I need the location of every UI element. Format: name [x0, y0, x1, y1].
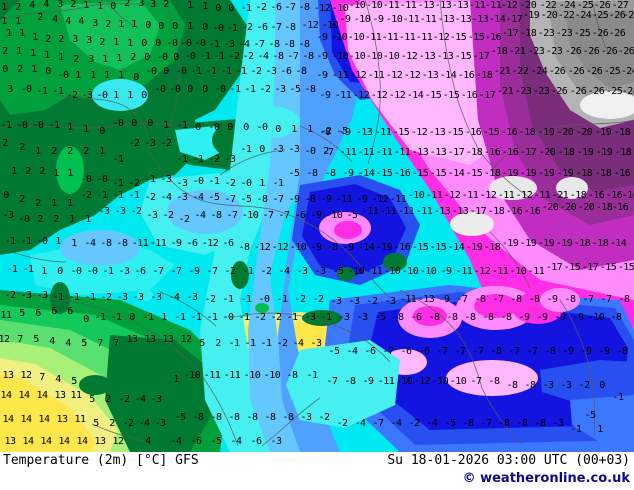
- magenta-spot-se2: [474, 294, 518, 318]
- green-spot-1: [56, 146, 84, 194]
- green-spot-s3: [79, 375, 111, 395]
- lightblue-mid-left: [167, 190, 243, 234]
- cyan-islet-1: [137, 289, 153, 301]
- yellow-core-south: [0, 372, 95, 452]
- blue-band-1: [278, 0, 368, 452]
- magenta-spot-mid: [334, 221, 362, 239]
- pink-band-se-low: [446, 360, 538, 396]
- pink-spot-se4: [540, 288, 580, 312]
- white-core-3: [556, 177, 588, 199]
- valid-time-label: Su 18-01-2026 03:00 UTC (00+03): [387, 453, 630, 468]
- lightblue-left-low: [60, 230, 140, 266]
- cyan-upper-mid: [240, 106, 300, 138]
- temperature-contours: [0, 0, 634, 452]
- chart-title: Temperature (2m) [°C] GFS: [3, 453, 199, 468]
- green-islet-5: [383, 253, 407, 271]
- footer-bar: Temperature (2m) [°C] GFS Su 18-01-2026 …: [0, 452, 634, 490]
- white-core-2: [489, 176, 537, 200]
- green-islet-3: [255, 303, 269, 313]
- gfs-temperature-map[interactable]: 1 2 4 4 3 2 1 1 0 2 3 3 2 1 1 0 0 -1 -2 -6 -7 -8 -12 -10 -10 -10-…: [0, 0, 634, 452]
- temperature-color-field: 1 2 4 4 3 2 1 1 0 2 3 3 2 1 1 0 0 -1 -2 -6 -7 -8 -12 -10 -10 -10-…: [0, 0, 634, 452]
- green-islet-4: [302, 310, 342, 326]
- copyright-link[interactable]: © weatheronline.co.uk: [462, 471, 630, 486]
- white-core-1: [580, 91, 634, 119]
- white-core-4: [450, 212, 494, 236]
- green-islet-2: [231, 261, 249, 289]
- green-islet-1: [50, 282, 70, 314]
- cyan-spot-nw: [92, 79, 148, 111]
- green-islet-6: [337, 267, 355, 281]
- magenta-spot-se1: [413, 306, 447, 326]
